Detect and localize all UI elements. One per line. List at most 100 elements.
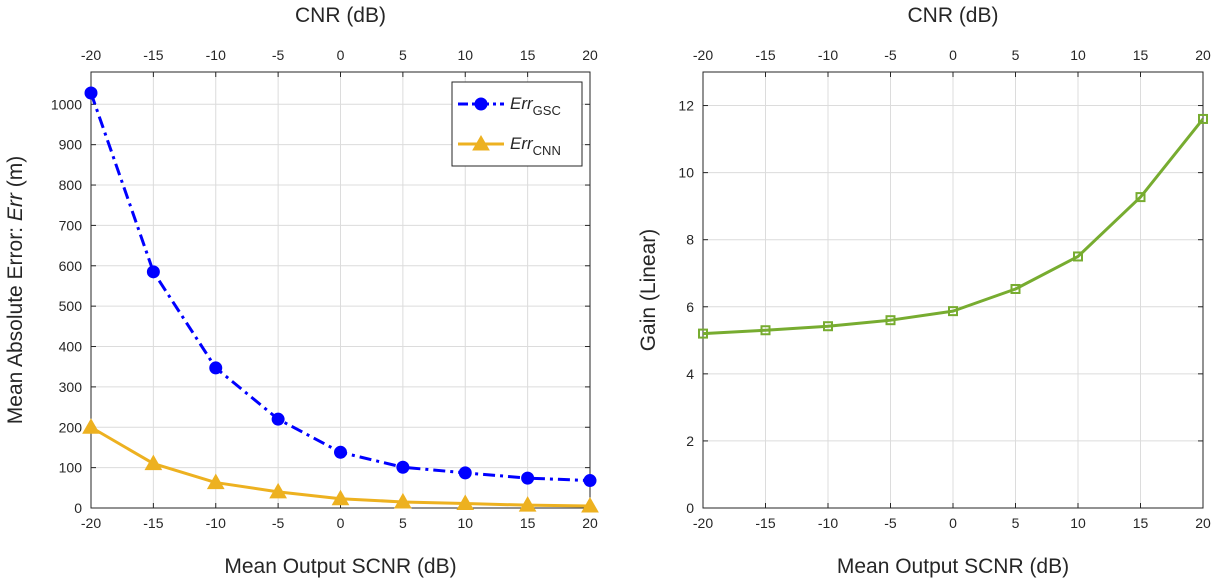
series-0 [698,113,1208,339]
x2-tick-label: 5 [399,47,407,63]
y-tick-label: 300 [59,379,83,395]
y-axis-label-text: Mean Absolute Error: [4,221,27,424]
data-point [948,306,958,317]
x2-tick-label: 10 [457,47,473,63]
y-tick-label: 1000 [51,96,82,112]
x2-tick-label: 10 [1070,47,1086,63]
y-tick-label: 10 [678,165,694,181]
data-point [1010,283,1021,294]
x-tick-label: -20 [693,515,713,531]
x-axis-label: Mean Output SCNR (dB) [837,555,1069,578]
y-axis-label-unit: (m) [4,156,27,193]
x2-tick-label: 0 [949,47,957,63]
x-tick-label: 20 [582,515,598,531]
data-point [581,496,599,513]
x-tick-label: -15 [143,515,163,531]
data-point [823,321,833,332]
y-tick-label: 6 [686,299,694,315]
x-tick-label: -15 [755,515,775,531]
x2-tick-label: 20 [1195,47,1211,63]
data-point [698,328,708,339]
x-tick-label: -10 [818,515,838,531]
series-1 [82,418,599,513]
x2-tick-label: -5 [272,47,285,63]
data-point [146,265,160,279]
x2-tick-label: 15 [520,47,536,63]
x-tick-label: 10 [457,515,473,531]
data-point [583,474,597,488]
y-tick-label: 4 [686,366,694,382]
data-point [1135,192,1146,203]
x2-axis-label: CNR (dB) [295,4,386,27]
x2-axis-label: CNR (dB) [907,4,998,27]
y-tick-label: 100 [59,460,83,476]
x2-tick-label: -15 [755,47,775,63]
data-point [885,315,896,326]
legend-label: ErrGSC [510,94,561,118]
data-point [1198,113,1208,124]
data-point [82,418,100,434]
legend-label-sub: GSC [533,103,561,118]
x-tick-label: -20 [81,515,101,531]
y-tick-label: 2 [686,433,694,449]
legend-label-main: Err [510,94,534,113]
legend-label-main: Err [510,134,534,153]
data-point [458,466,472,480]
x-tick-label: 15 [1133,515,1149,531]
series-line [702,118,1205,336]
legend-label: ErrCNN [510,134,561,158]
x-tick-label: 5 [399,515,407,531]
y-tick-label: 12 [678,98,694,114]
data-point [394,492,412,509]
legend-box [451,81,583,167]
data-point [331,489,350,506]
data-point [144,454,163,471]
data-point [1073,251,1083,262]
x-tick-label: 10 [1070,515,1086,531]
x2-tick-label: 5 [1012,47,1020,63]
y-axis-label-symbol: Err [4,192,27,221]
data-point [269,482,287,499]
data-point [271,412,285,426]
y-tick-label: 400 [59,339,83,355]
x2-tick-label: 15 [1133,47,1149,63]
data-point [396,460,410,474]
y-tick-label: 200 [59,419,83,435]
y-axis-label: Gain (Linear) [637,229,660,352]
x2-tick-label: 0 [337,47,345,63]
x2-tick-label: -10 [818,47,838,63]
legend-marker [472,134,490,151]
x-tick-label: -5 [272,515,285,531]
x-tick-label: -10 [206,515,226,531]
mae-plot: -20-20-15-15-10-10-5-5005510101515202001… [4,4,599,578]
y-tick-label: 900 [59,137,83,153]
data-point [84,86,98,100]
y-tick-label: 500 [59,298,83,314]
x2-tick-label: 20 [582,47,598,63]
data-point [456,494,475,511]
x-tick-label: 0 [337,515,345,531]
x2-tick-label: -20 [81,47,101,63]
legend-label-sub: CNN [533,143,561,158]
x2-tick-label: -20 [693,47,713,63]
y-tick-label: 0 [686,500,694,516]
y-tick-label: 800 [59,177,83,193]
x-tick-label: 15 [520,515,536,531]
data-point [760,325,771,336]
x-tick-label: 0 [949,515,957,531]
x2-tick-label: -10 [206,47,226,63]
x2-tick-label: -15 [143,47,163,63]
x2-tick-label: -5 [884,47,897,63]
data-point [521,471,535,485]
data-point [209,361,223,375]
x-axis-label: Mean Output SCNR (dB) [224,555,456,578]
x-tick-label: 20 [1195,515,1211,531]
y-tick-label: 700 [59,217,83,233]
gain-plot: -20 -20 -15 -15 -10 -10 -5 -5 0 0 5 5 10 10 15 15 20 20 0 2… [637,4,1211,578]
y-tick-label: 0 [74,500,82,516]
data-point [518,496,537,512]
y-tick-label: 8 [686,232,694,248]
y-axis-label: Mean Absolute Error: Err (m) [4,156,27,424]
